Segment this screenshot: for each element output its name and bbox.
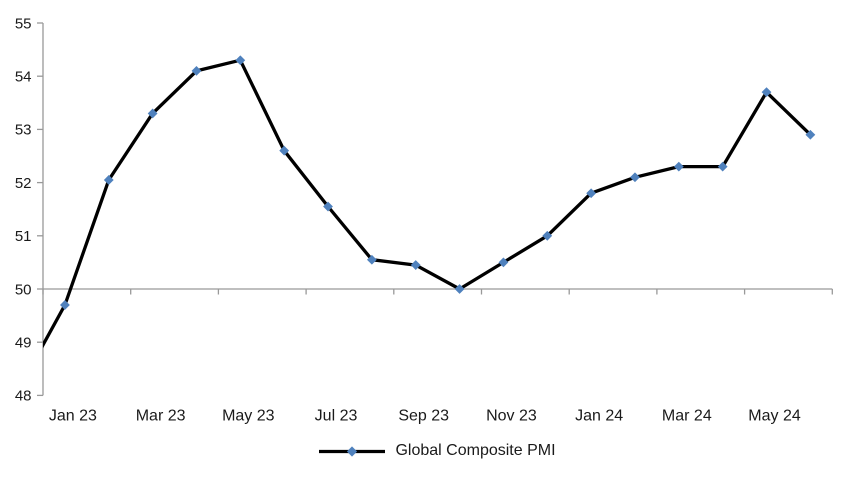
- legend-line-marker-icon: [319, 445, 386, 457]
- y-tick-label: 50: [15, 281, 32, 298]
- y-tick-label: 53: [15, 122, 32, 139]
- x-tick-label: Sep 23: [398, 408, 449, 425]
- data-point-marker: [147, 108, 158, 119]
- y-tick-label: 49: [15, 335, 32, 352]
- x-tick-label: Nov 23: [486, 408, 537, 425]
- x-tick-label: Jul 23: [315, 408, 358, 425]
- data-point-marker: [410, 260, 421, 270]
- x-tick-label: May 24: [748, 408, 801, 425]
- data-point-marker: [586, 188, 597, 199]
- data-point-marker: [103, 175, 114, 185]
- data-point-marker: [366, 254, 377, 265]
- category-axis: Jan 23 Mar 23 May 23 Jul 23 Sep 23 Nov 23 Jan …: [42, 288, 833, 425]
- data-point-marker: [454, 284, 465, 294]
- data-point-marker: [805, 129, 816, 140]
- data-point-marker: [717, 161, 728, 172]
- x-tick-label: Jan 24: [575, 408, 623, 425]
- pmi-line: [43, 58, 812, 349]
- legend-label: Global Composite PMI: [395, 442, 556, 459]
- x-tick-label: Mar 23: [136, 408, 186, 425]
- y-tick-label: 52: [15, 175, 32, 192]
- data-point-marker: [235, 55, 246, 66]
- data-point-marker: [630, 172, 640, 183]
- x-tick-label: Mar 24: [662, 408, 712, 425]
- y-axis: 48 49 50 51 52 53 54 55: [15, 15, 44, 405]
- y-tick-label: 48: [15, 388, 32, 405]
- legend: Global Composite PMI: [43, 442, 832, 460]
- data-point-marker: [761, 87, 772, 98]
- data-point-marker: [323, 201, 333, 212]
- data-point-marker: [60, 300, 70, 310]
- series-global-composite-pmi: [43, 55, 816, 349]
- data-point-marker: [673, 161, 684, 172]
- data-point-marker: [542, 230, 553, 241]
- x-tick-label: Jan 23: [49, 408, 97, 425]
- y-tick-label: 54: [15, 69, 32, 86]
- data-point-marker: [498, 257, 509, 268]
- y-tick-label: 55: [15, 15, 32, 32]
- y-tick-label: 51: [15, 228, 32, 245]
- x-tick-label: May 23: [222, 408, 275, 425]
- data-point-marker: [191, 65, 202, 76]
- data-point-marker: [279, 145, 290, 156]
